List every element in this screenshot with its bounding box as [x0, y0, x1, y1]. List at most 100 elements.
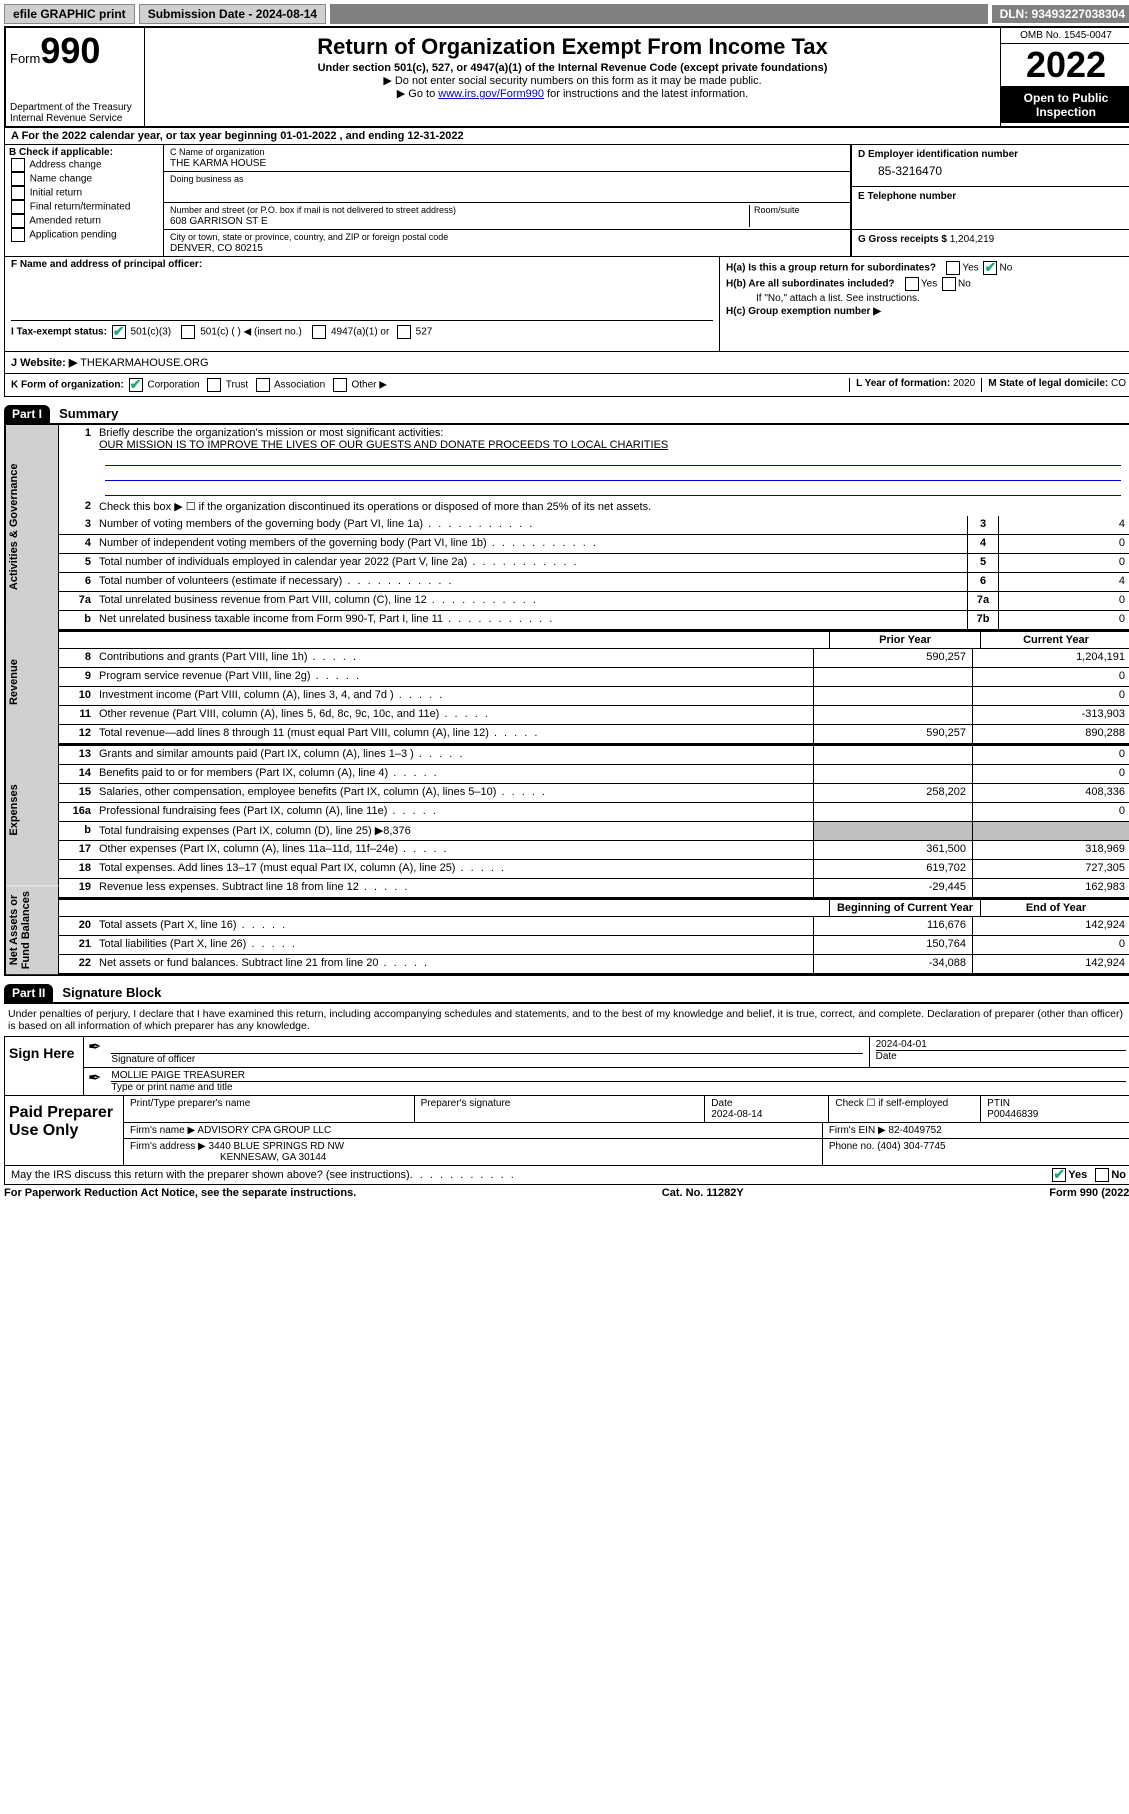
head-boy: Beginning of Current Year	[829, 900, 980, 916]
hb-yes[interactable]	[905, 277, 919, 291]
chk-assoc[interactable]	[256, 378, 270, 392]
sum-row: 7aTotal unrelated business revenue from …	[59, 592, 1129, 611]
chk-name-change[interactable]: Name change	[9, 172, 159, 186]
sig-intro: Under penalties of perjury, I declare th…	[4, 1002, 1129, 1036]
note-ssn: ▶ Do not enter social security numbers o…	[149, 74, 996, 87]
may-no[interactable]	[1095, 1168, 1109, 1182]
sign-here-label: Sign Here	[5, 1037, 84, 1095]
may-yes[interactable]	[1052, 1168, 1066, 1182]
block-bcdefg: B Check if applicable: Address change Na…	[4, 145, 1129, 257]
chk-initial-return[interactable]: Initial return	[9, 186, 159, 200]
sign-here-block: Sign Here ✒ Signature of officer 2024-04…	[4, 1036, 1129, 1096]
submission-date: Submission Date - 2024-08-14	[139, 4, 326, 24]
firm-phone-label: Phone no.	[829, 1141, 875, 1152]
dba-label: Doing business as	[170, 174, 244, 184]
ptin-label: PTIN	[987, 1098, 1010, 1109]
note-post: for instructions and the latest informat…	[544, 88, 748, 100]
form-number: Form990	[10, 30, 140, 72]
dept-label: Department of the Treasury	[10, 102, 140, 113]
officer-label: F Name and address of principal officer:	[11, 259, 202, 270]
chk-527[interactable]	[397, 325, 411, 339]
prep-sig-label: Preparer's signature	[421, 1098, 699, 1109]
chk-501c[interactable]	[181, 325, 195, 339]
sum-row: 17Other expenses (Part IX, column (A), l…	[59, 841, 1129, 860]
may-text: May the IRS discuss this return with the…	[11, 1169, 410, 1181]
prep-date: 2024-08-14	[711, 1109, 762, 1120]
topbar-spacer	[330, 4, 987, 24]
sum-row: 4Number of independent voting members of…	[59, 535, 1129, 554]
efile-button[interactable]: efile GRAPHIC print	[4, 4, 135, 24]
opt-501c: 501(c) ( ) ◀ (insert no.)	[200, 327, 302, 338]
sum-row: 10Investment income (Part VIII, column (…	[59, 687, 1129, 706]
chk-address-change[interactable]: Address change	[9, 158, 159, 172]
row-j-website: J Website: ▶ THEKARMAHOUSE.ORG	[4, 352, 1129, 374]
chk-other[interactable]	[333, 378, 347, 392]
city-label: City or town, state or province, country…	[170, 232, 448, 242]
dln-label: DLN: 93493227038304	[992, 5, 1129, 23]
sum-row: 12Total revenue—add lines 8 through 11 (…	[59, 725, 1129, 744]
footer: For Paperwork Reduction Act Notice, see …	[4, 1185, 1129, 1201]
opt-4947: 4947(a)(1) or	[331, 327, 389, 338]
chk-trust[interactable]	[207, 378, 221, 392]
head-current: Current Year	[980, 632, 1129, 648]
sum-row: 11Other revenue (Part VIII, column (A), …	[59, 706, 1129, 725]
col-b-title: B Check if applicable:	[9, 147, 159, 158]
sig-officer-label: Signature of officer	[111, 1053, 862, 1065]
firm-addr-label: Firm's address ▶	[130, 1141, 206, 1152]
paid-title: Paid Preparer Use Only	[5, 1096, 124, 1165]
ein-value: 85-3216470	[858, 160, 1126, 182]
col-b-checkboxes: B Check if applicable: Address change Na…	[5, 145, 164, 256]
ha-no[interactable]	[983, 261, 997, 275]
ha-yes[interactable]	[946, 261, 960, 275]
ein-label: D Employer identification number	[858, 149, 1018, 160]
prep-selfemp: Check ☐ if self-employed	[829, 1096, 981, 1122]
sum-row: 14Benefits paid to or for members (Part …	[59, 765, 1129, 784]
may-discuss-row: May the IRS discuss this return with the…	[4, 1166, 1129, 1185]
website-value: THEKARMAHOUSE.ORG	[80, 357, 208, 369]
footer-right: Form 990 (2022)	[1049, 1187, 1129, 1199]
hc-label: H(c) Group exemption number ▶	[726, 306, 881, 317]
firm-ein: 82-4049752	[888, 1125, 941, 1136]
form-subtitle: Under section 501(c), 527, or 4947(a)(1)…	[149, 62, 996, 74]
hb-label: H(b) Are all subordinates included?	[726, 279, 895, 290]
domicile: CO	[1111, 378, 1126, 389]
inspection-badge: Open to Public Inspection	[1001, 87, 1129, 123]
summary-table: Activities & Governance Revenue Expenses…	[4, 423, 1129, 976]
row-a-taxyear: A For the 2022 calendar year, or tax yea…	[4, 128, 1129, 145]
gross-label: G Gross receipts $	[858, 234, 947, 245]
chk-4947[interactable]	[312, 325, 326, 339]
phone-label: E Telephone number	[858, 191, 956, 202]
chk-501c3[interactable]	[112, 325, 126, 339]
row-k: K Form of organization: Corporation Trus…	[4, 374, 1129, 397]
chk-application-pending[interactable]: Application pending	[9, 228, 159, 242]
part2-title: Signature Block	[62, 985, 161, 1000]
tax-year: 2022	[1001, 44, 1129, 87]
sum-row: 8Contributions and grants (Part VIII, li…	[59, 649, 1129, 668]
sum-row: 15Salaries, other compensation, employee…	[59, 784, 1129, 803]
sum-row: 19Revenue less expenses. Subtract line 1…	[59, 879, 1129, 898]
street: 608 GARRISON ST E	[170, 216, 268, 227]
ptin: P00446839	[987, 1109, 1038, 1120]
sum-row: 5Total number of individuals employed in…	[59, 554, 1129, 573]
chk-corp[interactable]	[129, 378, 143, 392]
hb-no[interactable]	[942, 277, 956, 291]
q2-label: Check this box ▶ ☐ if the organization d…	[95, 498, 1129, 516]
prep-name-label: Print/Type preparer's name	[130, 1098, 408, 1109]
form-label: Form	[10, 51, 40, 66]
note-pre: ▶ Go to	[397, 88, 438, 100]
ha-label: H(a) Is this a group return for subordin…	[726, 263, 936, 274]
chk-amended[interactable]: Amended return	[9, 214, 159, 228]
tax-status-label: I Tax-exempt status:	[11, 327, 107, 338]
domicile-label: M State of legal domicile:	[988, 378, 1108, 389]
sig-date-label: Date	[876, 1050, 1126, 1062]
opt-501c3: 501(c)(3)	[131, 327, 172, 338]
footer-left: For Paperwork Reduction Act Notice, see …	[4, 1187, 356, 1199]
firm-name-label: Firm's name ▶	[130, 1125, 195, 1136]
irs-link[interactable]: www.irs.gov/Form990	[438, 88, 544, 100]
firm-addr1: 3440 BLUE SPRINGS RD NW	[209, 1141, 345, 1152]
part1-title: Summary	[59, 406, 118, 421]
formorg-label: K Form of organization:	[11, 380, 124, 391]
chk-final-return[interactable]: Final return/terminated	[9, 200, 159, 214]
firm-addr2: KENNESAW, GA 30144	[130, 1152, 326, 1163]
row-fh: F Name and address of principal officer:…	[4, 257, 1129, 352]
